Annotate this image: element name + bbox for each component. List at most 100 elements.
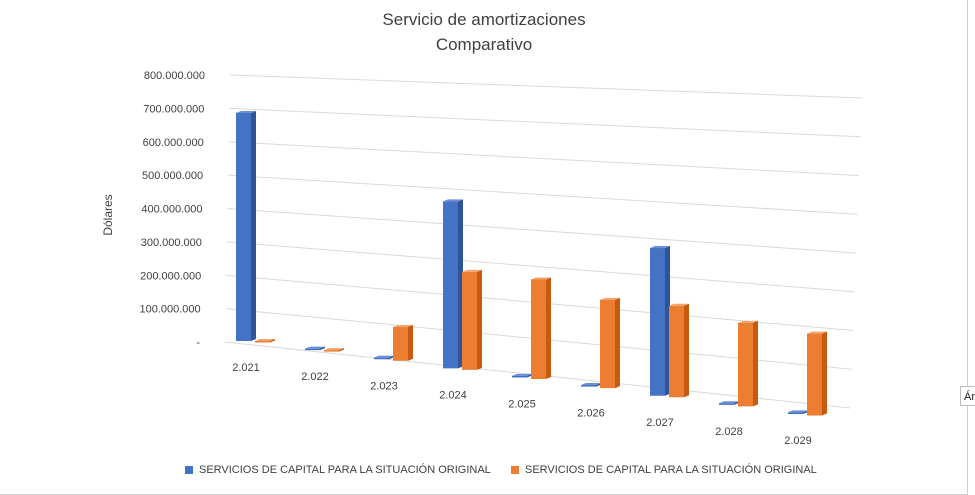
bar-side <box>596 383 601 387</box>
bar-side <box>320 346 325 351</box>
legend-item-series-1: SERVICIOS DE CAPITAL PARA LA SITUACIÓN O… <box>185 464 491 476</box>
bar-side <box>270 339 275 343</box>
bar-top <box>788 410 808 413</box>
bar <box>600 297 620 389</box>
bar <box>462 269 482 370</box>
bar-front <box>669 305 684 398</box>
y-axis-ticks: - 100.000.000 200.000.000 300.000.000 400.00… <box>139 70 205 349</box>
y-tick-label: 800.000.000 <box>144 70 205 82</box>
bar-front <box>305 348 320 351</box>
bar-front <box>393 327 408 361</box>
bar-top <box>600 297 620 300</box>
x-tick-label: 2.027 <box>646 417 674 429</box>
x-tick-label: 2.026 <box>577 408 605 420</box>
bar <box>374 355 394 360</box>
bar <box>393 325 413 361</box>
side-tab[interactable]: Ár <box>960 386 975 406</box>
bar <box>443 199 463 369</box>
bar <box>788 410 808 414</box>
bar-front <box>512 375 527 378</box>
bar-front <box>600 299 615 389</box>
x-tick-label: 2.023 <box>370 380 398 392</box>
legend-swatch-orange <box>511 466 519 474</box>
bar <box>738 320 758 407</box>
gridline <box>228 141 860 176</box>
bar <box>255 339 275 343</box>
bar-side <box>734 401 739 405</box>
chart-title: Servicio de amortizaciones <box>382 10 586 29</box>
bar-top <box>255 339 275 341</box>
y-tick-label: 100.000.000 <box>139 304 200 316</box>
bar <box>807 331 827 416</box>
bar-top <box>807 331 827 334</box>
bar-top <box>531 277 551 280</box>
bar <box>512 373 532 378</box>
bar-side <box>803 410 808 414</box>
legend-item-series-2: SERVICIOS DE CAPITAL PARA LA SITUACIÓN O… <box>511 464 817 476</box>
x-tick-label: 2.029 <box>784 435 812 447</box>
bar <box>305 346 325 351</box>
x-tick-label: 2.022 <box>301 371 329 383</box>
bar-front <box>374 357 389 360</box>
bar-side <box>665 246 670 396</box>
y-axis-label: Dólares <box>101 194 115 235</box>
bar-side <box>684 303 689 398</box>
bar-front <box>719 403 734 405</box>
gridline <box>226 241 855 293</box>
bar-side <box>339 348 344 352</box>
bars <box>236 111 827 416</box>
gridline <box>229 107 861 138</box>
bar <box>581 383 601 387</box>
bar-top <box>324 348 344 351</box>
bar-front <box>581 385 596 387</box>
bar-side <box>477 269 482 370</box>
bar-top <box>236 111 256 113</box>
bar-top <box>650 246 670 249</box>
bar-side <box>822 331 827 416</box>
bar <box>650 246 670 396</box>
legend-label-series-2: SERVICIOS DE CAPITAL PARA LA SITUACIÓN O… <box>525 464 817 476</box>
bar-top <box>719 401 739 404</box>
bar-side <box>458 199 463 369</box>
bar-top <box>462 269 482 272</box>
bar <box>324 348 344 352</box>
x-tick-label: 2.021 <box>232 362 260 374</box>
bar-side <box>389 355 394 360</box>
x-tick-label: 2.024 <box>439 389 467 401</box>
gridline <box>229 74 863 99</box>
bar-side <box>546 277 551 379</box>
gridline <box>227 208 857 254</box>
bar-top <box>393 325 413 328</box>
bar-side <box>615 297 620 389</box>
bar-front <box>255 341 270 343</box>
x-tick-label: 2.028 <box>715 426 743 438</box>
legend-label-series-1: SERVICIOS DE CAPITAL PARA LA SITUACIÓN O… <box>199 464 491 476</box>
bar-front <box>236 113 251 341</box>
bar-front <box>531 279 546 379</box>
bar <box>531 277 551 379</box>
bar-top <box>738 320 758 323</box>
bar-side <box>527 373 532 378</box>
bar-side <box>251 111 256 341</box>
bar <box>669 303 689 398</box>
chart-subtitle: Comparativo <box>435 35 533 54</box>
y-tick-label: 200.000.000 <box>140 270 201 282</box>
bar <box>236 111 256 341</box>
gridline <box>228 174 858 215</box>
x-axis-ticks: 2.021 2.022 2.023 2.024 2.025 2.026 2.027 2.028… <box>232 362 812 447</box>
bar <box>719 401 739 405</box>
bar-front <box>324 350 339 352</box>
bar-top <box>669 303 689 306</box>
bar-top <box>374 355 394 358</box>
legend-swatch-blue <box>185 466 193 474</box>
y-tick-label: 700.000.000 <box>143 103 204 115</box>
bar-top <box>581 383 601 386</box>
y-tick-label: 600.000.000 <box>143 137 204 149</box>
y-tick-label: - <box>196 337 200 349</box>
bar-top <box>443 199 463 202</box>
bar-front <box>650 248 665 396</box>
bar-top <box>512 373 532 376</box>
bar-front <box>443 201 458 369</box>
